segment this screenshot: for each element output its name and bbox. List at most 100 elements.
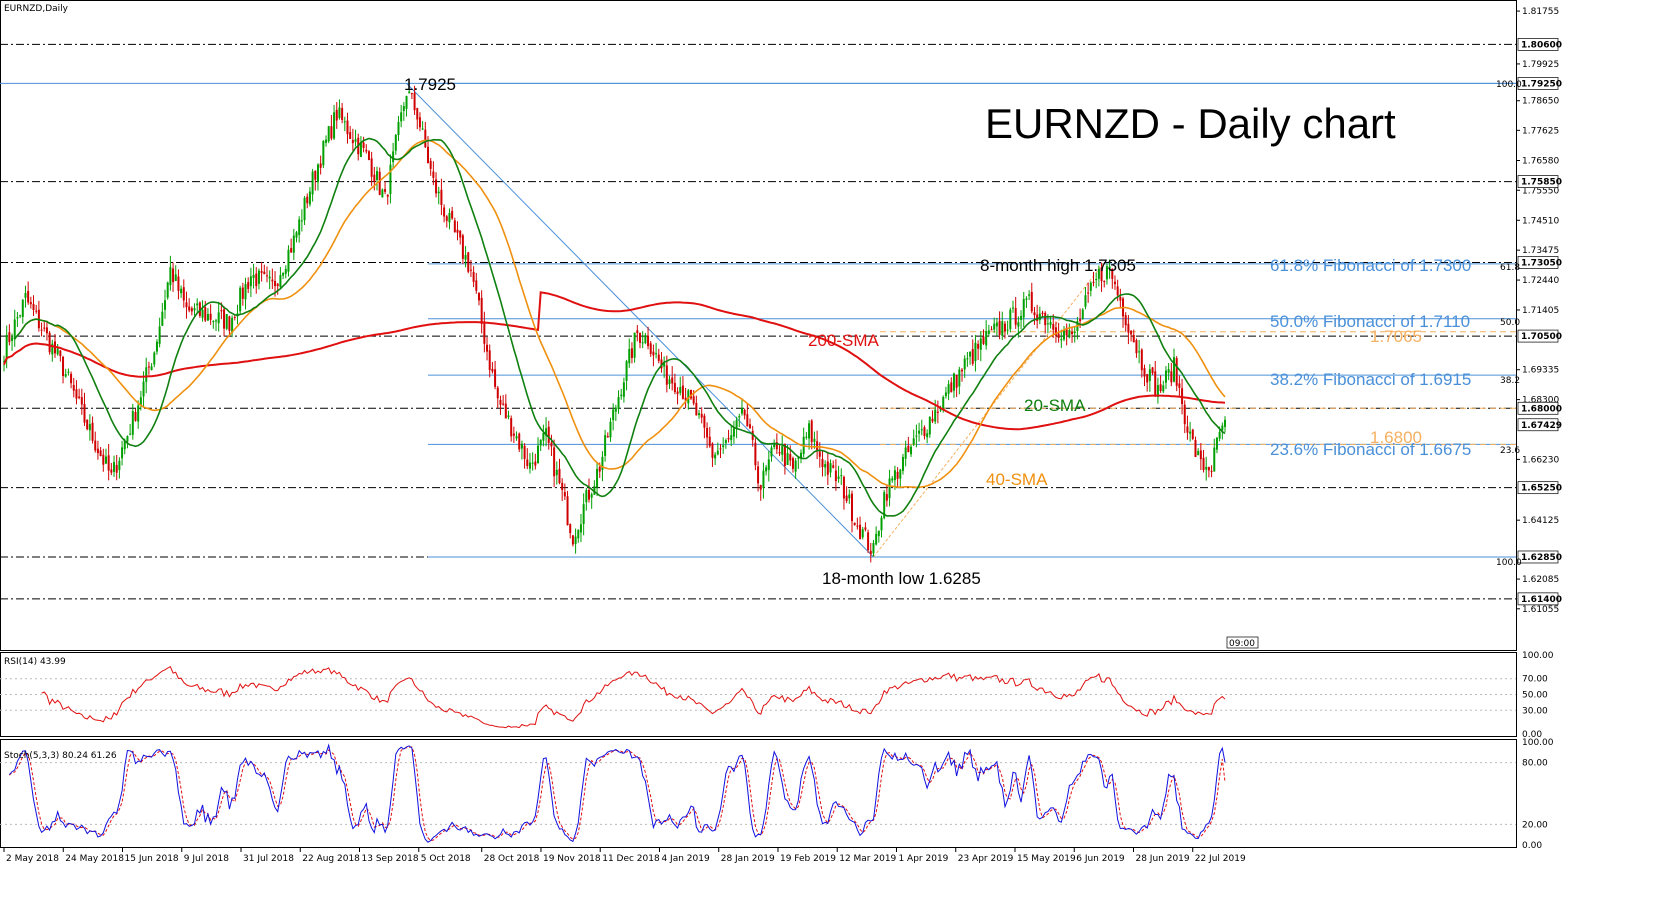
- candle-body: [1143, 368, 1146, 377]
- candle-body: [429, 160, 432, 169]
- candle-body: [16, 317, 19, 319]
- candle-body: [214, 320, 217, 322]
- candle-body: [716, 450, 719, 455]
- candle-body: [499, 399, 502, 405]
- candle-body: [405, 96, 408, 109]
- price-tick-label: 1.76580: [1522, 157, 1559, 167]
- time-tick-label: 4 Jan 2019: [661, 854, 709, 864]
- candle-body: [706, 428, 709, 438]
- candle-body: [443, 207, 446, 217]
- candle-body: [1194, 439, 1197, 458]
- candle-body: [732, 428, 735, 437]
- candle-body: [829, 463, 832, 473]
- candle-body: [469, 269, 472, 271]
- candle-body: [397, 121, 400, 135]
- candle-body: [51, 343, 54, 355]
- candle-body: [75, 389, 78, 399]
- time-tick-label: 5 Oct 2018: [421, 854, 471, 864]
- candle-body: [153, 352, 156, 365]
- candle-body: [1205, 466, 1208, 470]
- candle-body: [1213, 447, 1216, 472]
- candle-body: [942, 397, 945, 410]
- candle-body: [96, 448, 99, 454]
- price-axis: 1.81755 1.79925 1.78650 1.77625 1.76580 1.755…: [1516, 7, 1562, 851]
- candle-body: [1111, 268, 1114, 279]
- candle-body: [740, 408, 743, 414]
- candle-body: [1159, 384, 1162, 392]
- stochastic-indicator: [0, 743, 1516, 843]
- candle-body: [880, 517, 883, 531]
- candle-body: [177, 276, 180, 291]
- rsi-tick-label: 0.00: [1522, 730, 1542, 740]
- candle-body: [877, 530, 880, 537]
- candle-body: [1087, 292, 1090, 294]
- candle-body: [974, 342, 977, 362]
- rsi-line: [41, 666, 1226, 729]
- candle-body: [72, 384, 75, 391]
- candle-body: [698, 413, 701, 416]
- candle-body: [204, 307, 207, 321]
- eight-month-high-label: 8-month high 1.7305: [980, 256, 1136, 275]
- candle-body: [588, 489, 591, 500]
- candle-body: [43, 327, 46, 329]
- candle-body: [794, 460, 797, 472]
- candle-body: [244, 284, 247, 300]
- rsi-tick-label: 70.00: [1522, 675, 1548, 685]
- candle-body: [188, 306, 191, 311]
- candle-body: [918, 430, 921, 434]
- level-16800-label: 1.6800: [1370, 428, 1422, 447]
- candle-body: [402, 106, 405, 112]
- candle-body: [91, 422, 94, 441]
- candle-body: [464, 254, 467, 260]
- candle-body: [644, 335, 647, 344]
- time-tick-label: 9 Jul 2018: [184, 854, 229, 864]
- candle-body: [45, 327, 48, 334]
- price-box: [1517, 77, 1559, 90]
- candle-body: [1124, 315, 1127, 326]
- time-tick-label: 28 Oct 2018: [484, 854, 540, 864]
- time-tick-label: 13 Sep 2018: [362, 854, 419, 864]
- price-box-label: 1.75850: [1521, 178, 1562, 188]
- candle-body: [856, 525, 859, 527]
- candle-body: [1062, 329, 1065, 340]
- price-tick-label: 1.61055: [1522, 605, 1559, 615]
- candle-body: [998, 320, 1001, 335]
- candle-body: [1041, 312, 1044, 314]
- candle-body: [247, 282, 250, 289]
- candle-body: [665, 365, 668, 385]
- candle-body: [1215, 437, 1218, 450]
- price-box: [1517, 592, 1559, 606]
- candle-body: [59, 350, 62, 357]
- candle-body: [241, 287, 244, 299]
- candle-body: [164, 300, 167, 310]
- candle-body: [620, 394, 623, 397]
- candle-body: [67, 371, 70, 373]
- price-box: [1517, 175, 1559, 188]
- candle-body: [32, 303, 35, 311]
- candle-body: [778, 451, 781, 454]
- candle-body: [5, 334, 8, 360]
- candle-body: [325, 139, 328, 143]
- candle-body: [657, 354, 660, 361]
- candle-body: [966, 358, 969, 360]
- candle-body: [3, 361, 5, 363]
- candle-body: [488, 350, 491, 371]
- candle-body: [327, 126, 330, 142]
- candle-body: [1028, 294, 1031, 296]
- candle-body: [1003, 323, 1006, 332]
- candle-body: [155, 341, 158, 352]
- candle-body: [389, 164, 392, 194]
- candle-body: [86, 419, 89, 430]
- candle-body: [418, 117, 421, 128]
- candle-body: [206, 313, 209, 321]
- candle-body: [993, 323, 996, 330]
- candle-body: [255, 273, 258, 287]
- candle-body: [121, 447, 124, 459]
- candle-body: [134, 412, 137, 421]
- candle-body: [370, 158, 373, 177]
- candle-body: [330, 126, 333, 139]
- candle-body: [70, 373, 73, 384]
- candle-body: [161, 311, 164, 326]
- candle-body: [931, 418, 934, 422]
